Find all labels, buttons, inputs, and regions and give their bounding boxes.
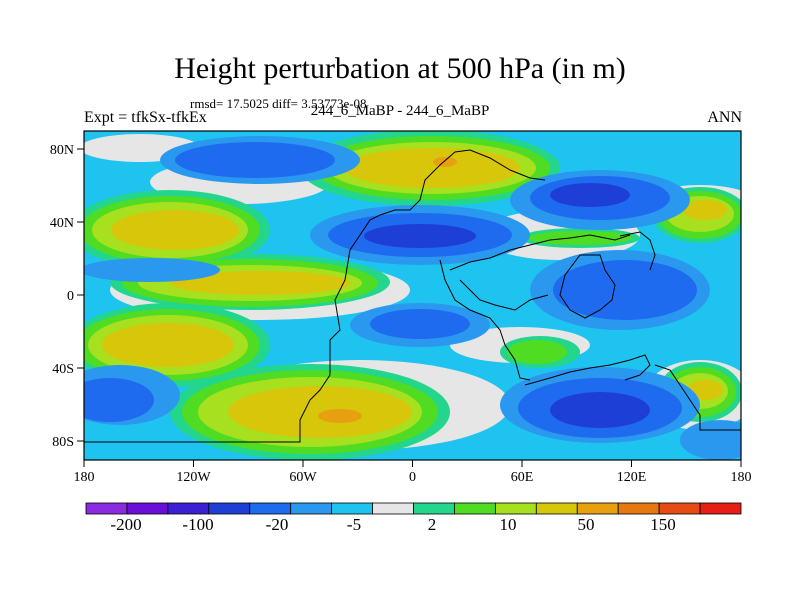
coastline-outline bbox=[84, 149, 741, 443]
x-tick-label: 120E bbox=[617, 470, 647, 485]
experiment-label: Expt = tfkSx-tfkEx bbox=[84, 109, 207, 126]
y-tick-label: 40S bbox=[52, 362, 74, 377]
y-tick-label: 80N bbox=[50, 143, 74, 158]
x-tick-label: 60W bbox=[289, 470, 317, 485]
y-axis-labels: 80N 40N 0 40S 80S bbox=[50, 143, 74, 450]
y-tick-label: 40N bbox=[50, 216, 74, 231]
y-tick-label: 0 bbox=[67, 289, 74, 304]
x-tick-label: 120W bbox=[176, 470, 211, 485]
colorbar-swatch bbox=[454, 502, 496, 515]
colorbar-label: -5 bbox=[347, 515, 361, 534]
colorbar-swatch bbox=[331, 502, 373, 515]
colorbar-label: 50 bbox=[578, 515, 595, 534]
colorbar-swatch bbox=[699, 502, 742, 515]
plot-title: Height perturbation at 500 hPa (in m) bbox=[174, 52, 626, 85]
colorbar-swatch bbox=[494, 502, 537, 515]
colorbar-swatch bbox=[167, 502, 210, 515]
colorbar-label: -20 bbox=[266, 515, 289, 534]
colorbar-swatch bbox=[126, 502, 169, 515]
y-tick-label: 80S bbox=[52, 435, 74, 450]
contour-field bbox=[84, 131, 741, 460]
colorbar-swatch bbox=[85, 502, 128, 515]
case-label: 244_6_MaBP - 244_6_MaBP bbox=[310, 103, 490, 119]
x-tick-label: 60E bbox=[511, 470, 534, 485]
x-tick-label: 180 bbox=[731, 470, 752, 485]
colorbar-label: 2 bbox=[428, 515, 437, 534]
colorbar-swatch bbox=[249, 502, 292, 515]
colorbar-label: -100 bbox=[182, 515, 213, 534]
rmsd-diff-subtitle: rmsd= 17.5025 diff= 3.53773e-08 bbox=[190, 96, 367, 111]
y-axis-ticks bbox=[77, 148, 84, 442]
colorbar-swatch bbox=[576, 502, 619, 515]
x-tick-label: 180 bbox=[74, 470, 95, 485]
x-axis-labels: 180 120W 60W 0 60E 120E 180 bbox=[74, 470, 752, 485]
colorbar-label: 10 bbox=[500, 515, 517, 534]
colorbar-swatch bbox=[290, 502, 333, 515]
colorbar-labels: -200 -100 -20 -5 2 10 50 150 bbox=[110, 515, 675, 534]
colorbar-swatch bbox=[617, 502, 660, 515]
colorbar bbox=[85, 502, 742, 515]
colorbar-swatch bbox=[208, 502, 251, 515]
colorbar-swatch bbox=[413, 502, 455, 515]
colorbar-swatch bbox=[658, 502, 701, 515]
x-tick-label: 0 bbox=[409, 470, 416, 485]
colorbar-swatch bbox=[535, 502, 578, 515]
colorbar-label: -200 bbox=[110, 515, 141, 534]
colorbar-swatch bbox=[372, 502, 414, 515]
x-axis-ticks bbox=[83, 460, 742, 467]
season-label: ANN bbox=[707, 109, 742, 126]
colorbar-label: 150 bbox=[650, 515, 676, 534]
